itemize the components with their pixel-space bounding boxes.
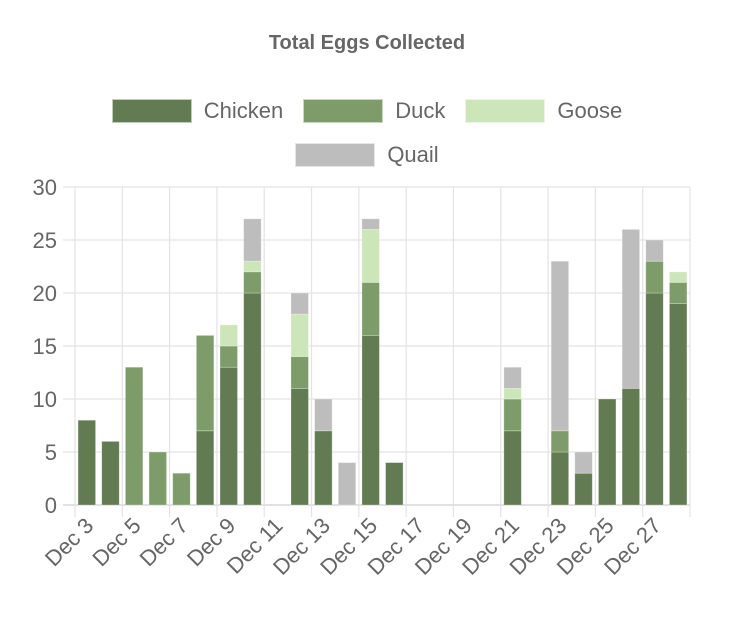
bar-segment-quail [621,228,641,389]
x-tick-label: Dec 7 [135,513,193,571]
bar-segment-quail [243,218,262,262]
bar-segment-duck [124,366,144,506]
bar-segment-duck [148,451,167,506]
y-tick-label: 5 [45,440,57,465]
bar-segment-chicken [503,430,522,506]
bar-segment-goose [243,260,262,273]
y-tick-label: 10 [33,387,57,412]
bar-segment-quail [574,451,593,474]
bar-segment-chicken [290,387,309,506]
legend-label: Quail [387,142,439,167]
bar-segment-quail [645,239,664,262]
bar-segment-duck [243,271,262,294]
bar-segment-duck [361,281,380,336]
bar-segment-goose [361,228,380,283]
bar-segment-duck [172,472,191,506]
legend-item-goose[interactable]: Goose [465,98,622,124]
bar-segment-quail [337,462,357,506]
bar-segment-duck [550,430,570,453]
x-tick-label: Dec 3 [40,513,98,571]
bar-segment-chicken [101,440,120,506]
bar-segment-goose [219,324,238,347]
bar-segment-chicken [385,462,404,506]
legend-item-duck[interactable]: Duck [303,98,445,124]
bar-segment-chicken [195,430,215,506]
bar-segment-chicken [314,430,333,506]
bar-segment-chicken [574,472,593,506]
bar-segment-chicken [669,303,688,506]
y-tick-label: 30 [33,175,57,200]
bar-segment-quail [503,366,522,389]
y-tick-label: 20 [33,281,57,306]
y-tick-label: 25 [33,228,57,253]
bar-segment-chicken [361,334,380,506]
legend-item-chicken[interactable]: Chicken [111,98,284,124]
bar-segment-quail [550,260,570,432]
bar-segment-chicken [621,387,641,506]
bar-segment-quail [290,292,309,315]
bar-segment-goose [503,387,522,400]
bar-segment-duck [669,281,688,304]
bar-segment-chicken [645,292,664,506]
bar-segment-duck [503,398,522,432]
bar-segment-duck [290,356,309,389]
legend-swatch-chicken [111,99,192,123]
bar-segment-goose [669,271,688,283]
legend-swatch-quail [295,143,376,167]
legend-label: Chicken [203,98,284,123]
bar-segment-chicken [243,292,262,506]
bar-segment-chicken [77,419,96,506]
legend-label: Goose [557,98,623,123]
x-tick-label: Dec 5 [87,513,145,571]
legend-swatch-goose [465,99,546,123]
bar-segment-quail [314,398,333,432]
bar-segment-duck [645,260,664,294]
y-tick-label: 0 [45,493,57,518]
legend-row-2: Quail [0,142,734,168]
bar-segment-goose [290,313,309,358]
legend-swatch-duck [303,99,384,123]
bar-segment-chicken [550,451,570,506]
y-tick-label: 15 [33,334,57,359]
chart-title: Total Eggs Collected [268,32,466,54]
bar-segment-chicken [598,398,617,506]
bar-segment-duck [219,345,238,368]
legend-row-1: Chicken Duck Goose [0,98,734,124]
bar-segment-quail [361,218,380,230]
bar-segment-chicken [219,366,238,506]
legend-item-quail[interactable]: Quail [295,142,439,168]
legend-label: Duck [395,98,446,123]
bar-segment-duck [195,334,215,432]
